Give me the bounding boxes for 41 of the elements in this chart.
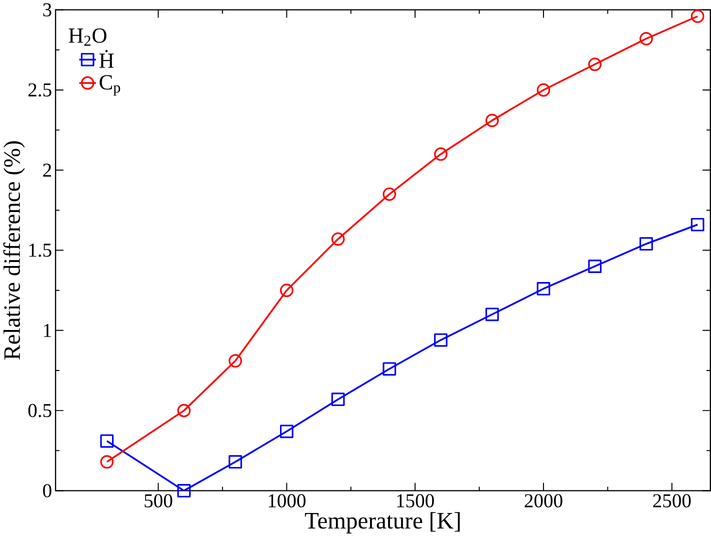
point [382, 188, 396, 201]
point [485, 308, 499, 322]
point [280, 284, 294, 298]
y-tick-label: 1.5 [29, 244, 52, 258]
point [588, 58, 602, 72]
point [640, 237, 653, 251]
x-tick-label: 500 [144, 494, 172, 508]
point [280, 424, 294, 438]
y-tick-label: 2.5 [28, 84, 52, 97]
legend-label: Ḣ [99, 50, 114, 68]
legend-label: C$_{p}$ [100, 75, 120, 96]
y-tick-label: 2 [43, 164, 52, 177]
point [434, 148, 448, 161]
y-tick-label: 0 [43, 484, 52, 498]
point [228, 455, 242, 469]
x-tick-label: 2500 [653, 494, 691, 508]
point [100, 434, 114, 448]
point [228, 354, 242, 368]
point [588, 260, 602, 274]
point [177, 484, 191, 498]
point [434, 333, 448, 347]
point [382, 362, 396, 376]
point [690, 10, 704, 24]
point [640, 32, 653, 46]
point [485, 114, 499, 128]
x-tick-label: 1500 [397, 494, 434, 508]
y-tick-label: 1 [44, 324, 51, 338]
point [690, 218, 704, 232]
point [536, 83, 550, 97]
legend-title: H$_{2}$O [68, 28, 106, 46]
point [331, 392, 345, 406]
point [100, 455, 114, 469]
point [331, 232, 345, 246]
x-tick-label: 2000 [524, 494, 562, 508]
point [536, 282, 550, 296]
x-tick-label: 1000 [268, 494, 306, 508]
point [177, 404, 191, 418]
x-axis-title: Temperature [K] [304, 512, 460, 534]
y-tick-label: 3 [43, 3, 52, 17]
y-tick-label: 0.5 [28, 404, 52, 418]
y-axis-title: Relative difference (%) [3, 141, 25, 360]
